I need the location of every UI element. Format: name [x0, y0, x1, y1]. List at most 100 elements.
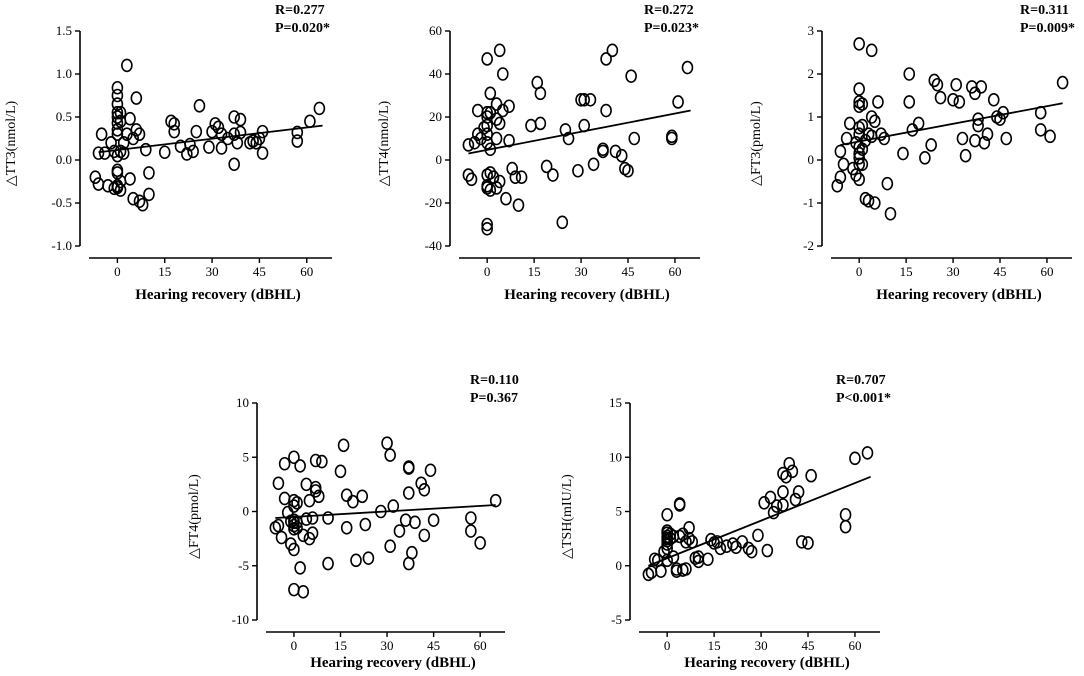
tsh-data-point: [661, 507, 673, 522]
ft3-data-point: [856, 97, 869, 111]
tt4-data-point: [628, 131, 641, 146]
ft4-data-point: [399, 513, 412, 527]
ft3-stat-line: R=0.311: [1020, 3, 1069, 18]
ft3-data-point: [925, 138, 937, 152]
ft3-data-point: [1034, 123, 1047, 137]
tt3-y-tick-label: -1.0: [51, 238, 72, 253]
tsh-data-point: [645, 565, 658, 580]
tt4-data-point: [578, 93, 590, 107]
ft3-x-axis-title: Hearing recovery (dBHL): [876, 287, 1042, 303]
tsh-y-tick-label: 15: [609, 395, 622, 410]
ft3-data-point: [834, 170, 847, 184]
tt3-data-point: [140, 142, 152, 157]
ft4-data-point: [297, 584, 310, 599]
tt3-data-point: [98, 146, 111, 160]
tsh-data-point: [761, 543, 774, 558]
ft3-data-point: [869, 196, 881, 210]
tt3-data-point: [168, 117, 181, 131]
tt3-data-point: [168, 124, 181, 139]
tt3-data-point: [215, 127, 228, 141]
tt4-data-point: [493, 116, 506, 131]
ft3-x-tick-label: 15: [900, 264, 913, 279]
ft4-data-point: [415, 476, 427, 491]
tt3-data-point: [114, 105, 127, 120]
tsh-y-axis-title: △TSH(mIU/L): [560, 474, 575, 559]
ft4-regression-line: [275, 504, 496, 519]
ft3-data-point: [947, 93, 959, 107]
ft3-data-point: [1044, 129, 1056, 144]
tt3-data-point: [111, 166, 124, 180]
tsh-data-point: [861, 446, 874, 460]
tt3-data-point: [127, 131, 139, 146]
ft3-data-point: [856, 118, 869, 133]
ft4-stat-line: P=0.367: [470, 391, 518, 406]
ft3-data-point: [853, 82, 865, 96]
tt4-data-point: [468, 136, 481, 150]
tt4-data-point: [515, 170, 528, 184]
ft3-data-point: [903, 67, 916, 81]
tt4-data-point: [481, 217, 493, 232]
tt3-data-point: [133, 127, 146, 141]
tsh-data-point: [786, 464, 799, 479]
tt3-data-point: [234, 125, 247, 140]
ft3-data-point: [903, 95, 916, 109]
ft4-data-point: [387, 499, 400, 513]
ft4-data-point: [294, 459, 306, 473]
ft4-data-point: [489, 493, 502, 508]
tsh-y-tick-label: 0: [616, 558, 623, 573]
tsh-data-point: [777, 498, 789, 512]
ft4-data-point: [306, 526, 319, 541]
tt3-data-point: [92, 146, 105, 160]
ft4-data-point: [297, 528, 310, 543]
ft3-data-point: [837, 157, 850, 172]
ft4-data-point: [340, 520, 353, 535]
tt3-data-point: [127, 191, 139, 206]
ft4-data-point: [300, 477, 313, 492]
tt4-data-point: [493, 43, 506, 58]
tt4-data-point: [490, 97, 503, 111]
ft3-data-point: [978, 136, 991, 150]
tt4-x-tick-label: 45: [622, 264, 635, 279]
ft4-data-point: [384, 539, 396, 554]
tt3-data-point: [184, 137, 196, 152]
tt3-data-point: [124, 172, 136, 186]
tsh-data-point: [655, 564, 667, 578]
ft4-data-point: [362, 551, 375, 565]
tt3-x-tick-label: 15: [158, 264, 171, 279]
tt3-data-point: [291, 134, 304, 148]
tt3-stat-line: R=0.277: [275, 3, 325, 18]
tt4-stat-line: P=0.023*: [644, 21, 699, 36]
ft3-y-tick-label: 1: [808, 109, 815, 124]
tsh-data-point: [742, 541, 755, 556]
ft4-data-point: [340, 488, 353, 503]
ft4-data-point: [427, 513, 440, 527]
tsh-y-tick-label: 10: [609, 449, 622, 464]
tt3-data-point: [111, 88, 124, 103]
tsh-data-point: [714, 541, 727, 556]
tt3-data-point: [111, 110, 124, 124]
ft3-data-point: [881, 176, 894, 191]
tt4-data-point: [562, 131, 575, 146]
ft3-data-point: [931, 77, 944, 92]
tt3-data-point: [143, 187, 155, 202]
ft4-data-point: [288, 499, 300, 513]
tt4-data-point: [484, 166, 497, 180]
tsh-data-point: [805, 468, 817, 483]
ft3-data-point: [1000, 131, 1013, 146]
ft3-data-point: [975, 80, 988, 94]
ft4-data-point: [359, 517, 372, 532]
tsh-regression-line: [648, 475, 871, 567]
tt4-regression-line: [468, 109, 691, 155]
tsh-data-point: [849, 451, 861, 466]
tsh-data-point: [745, 544, 758, 559]
ft3-data-point: [872, 95, 884, 109]
ft4-data-point: [272, 518, 285, 533]
tt4-y-tick-label: 0: [436, 152, 443, 167]
ft3-y-tick-label: -1: [803, 195, 814, 210]
tt3-data-point: [130, 123, 143, 137]
tt4-data-point: [534, 116, 547, 131]
ft3-x-tick-label: 30: [947, 264, 960, 279]
tt4-data-point: [462, 168, 475, 182]
tsh-data-point: [720, 539, 733, 554]
